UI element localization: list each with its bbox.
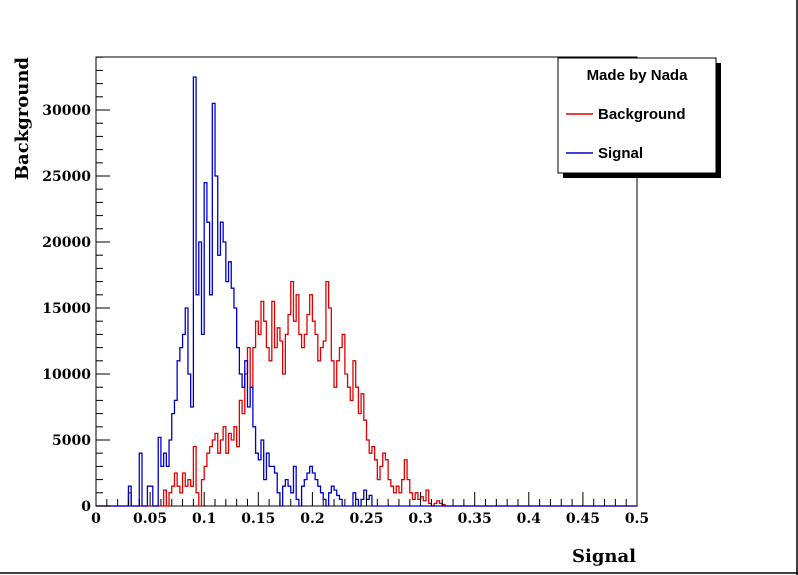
signal-bin xyxy=(226,282,229,506)
background-bin xyxy=(218,453,221,506)
y-tick-label: 10000 xyxy=(42,367,91,383)
background-bin xyxy=(210,447,213,506)
signal-bin xyxy=(218,255,221,506)
background-bin xyxy=(231,440,234,506)
background-bin xyxy=(345,374,348,506)
x-tick-label: 0.05 xyxy=(133,511,167,527)
background-bin xyxy=(423,501,426,506)
x-tick-label: 0.25 xyxy=(349,511,383,527)
background-bin xyxy=(212,440,215,506)
signal-bin xyxy=(210,295,213,506)
legend-header: Made by Nada xyxy=(587,67,689,84)
background-bin xyxy=(269,361,272,506)
series-signal xyxy=(96,76,637,507)
x-tick-label: 0.15 xyxy=(241,511,275,527)
background-bin xyxy=(350,400,353,506)
x-tick-label: 0.3 xyxy=(408,511,432,527)
signal-bin xyxy=(247,407,250,506)
background-bin xyxy=(299,334,302,506)
background-bin xyxy=(242,414,245,506)
x-tick-label: 0.4 xyxy=(517,511,542,527)
background-bin xyxy=(256,321,259,506)
x-tick-label: 0 xyxy=(91,511,101,527)
signal-bin xyxy=(229,262,232,506)
axis-layer: 0 0.05 0.1 0.15 0.2 0.25 0.3 0.35 0.4 0.45 0.5 0 500… xyxy=(42,56,649,527)
signal-bin xyxy=(231,288,234,506)
background-bin xyxy=(321,348,324,506)
x-tick-label: 0.35 xyxy=(458,511,492,527)
y-tick-label: 0 xyxy=(81,499,91,515)
x-axis-title: Signal xyxy=(572,546,636,567)
x-tick-label: 0.5 xyxy=(625,511,649,527)
background-bin xyxy=(348,387,351,506)
signal-bin xyxy=(264,480,267,506)
background-bin xyxy=(288,315,291,506)
signal-bin xyxy=(220,222,223,506)
background-bin xyxy=(358,414,361,506)
legend: Made by Nada Background Signal xyxy=(557,57,721,178)
background-bin xyxy=(412,499,415,506)
background-bin xyxy=(323,341,326,506)
y-tick-label: 20000 xyxy=(42,235,91,251)
y-axis-title: Background xyxy=(12,57,33,181)
background-bin xyxy=(339,348,342,506)
x-tick-label: 0.45 xyxy=(566,511,600,527)
background-bin xyxy=(394,493,397,506)
background-bin xyxy=(266,348,269,506)
background-bin xyxy=(310,295,313,506)
y-tick-label: 25000 xyxy=(42,169,91,185)
x-tick-label: 0.1 xyxy=(192,511,216,527)
background-bin xyxy=(237,447,240,506)
y-tick-label: 15000 xyxy=(42,301,91,317)
signal-line xyxy=(96,76,637,507)
legend-box xyxy=(557,57,717,174)
y-tick-label: 30000 xyxy=(42,103,91,119)
background-bin xyxy=(258,334,261,506)
series-layer xyxy=(96,76,637,507)
x-tick-label: 0.2 xyxy=(300,511,324,527)
signal-bin xyxy=(174,400,177,506)
y-tick-label: 5000 xyxy=(52,433,91,449)
background-bin xyxy=(226,453,229,506)
legend-label-background: Background xyxy=(598,106,686,123)
legend-label-signal: Signal xyxy=(598,145,643,162)
background-bin xyxy=(185,486,188,506)
